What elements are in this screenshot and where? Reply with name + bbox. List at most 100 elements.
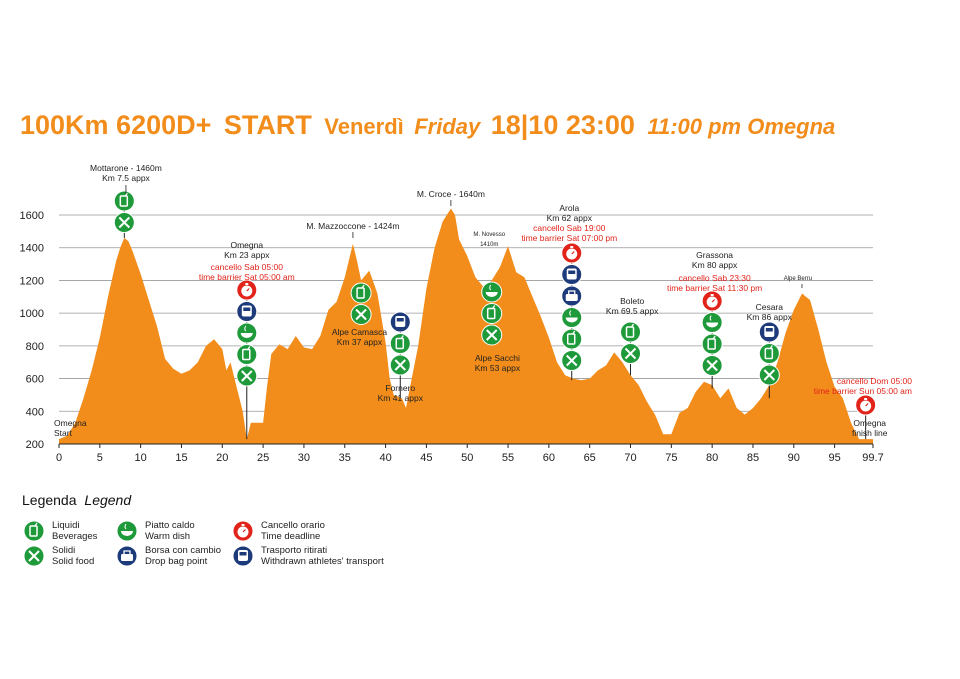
beverage-icon [758, 343, 780, 364]
bowl-shape [706, 322, 719, 328]
bus-window [568, 270, 576, 274]
solid-icon [561, 350, 583, 371]
straw-shape [34, 522, 38, 527]
x-tick-label: 35 [339, 452, 351, 464]
x-tick-label: 20 [216, 452, 228, 464]
legend-title: Legenda Legend [22, 492, 132, 508]
finish-label: finish line [852, 428, 888, 438]
y-tick-label: 1400 [20, 243, 44, 255]
beverage-icon [620, 321, 642, 343]
legend-item-label-en: Time deadline [261, 531, 320, 542]
icon-circle [481, 303, 503, 324]
cup-shape [242, 348, 251, 361]
stopwatch-hand [242, 529, 246, 533]
stopwatch-hand [571, 251, 575, 255]
title-datetime: 18|10 23:00 [491, 110, 635, 140]
station-label: Cesara [756, 302, 784, 312]
straw-shape [247, 346, 251, 350]
stopwatch-button [245, 283, 249, 285]
x-tick-label: 95 [829, 452, 841, 464]
straw-shape [712, 335, 716, 340]
stopwatch-hand [865, 403, 869, 407]
icon-circle [236, 344, 258, 365]
x-axis-ticks: 0 5 10 15 20 25 30 35 40 45 50 55 60 65 70 75 80 85 90 95 99… [56, 444, 884, 464]
straw-shape [572, 330, 576, 335]
bag-handle [123, 550, 131, 554]
warm-icon [236, 322, 258, 344]
start-label: Start [54, 428, 73, 438]
legend-item-label-it: Cancello orario [261, 520, 325, 531]
legend-title-it: Legenda [22, 492, 77, 508]
stopwatch-button [864, 398, 868, 400]
beverage-icon [23, 520, 45, 542]
solid-icon [389, 354, 411, 376]
station-label: Km 53 appx [475, 363, 521, 373]
x-tick-label: 70 [624, 452, 636, 464]
warm-icon [701, 312, 723, 333]
x-tick-label: 40 [379, 452, 391, 464]
start-label: Omegna [54, 418, 87, 428]
icon-circle [389, 333, 411, 354]
peak-label: M. Novesso [473, 232, 505, 238]
clock-icon [701, 290, 723, 312]
bus-window [765, 328, 773, 332]
station-label: Omegna [230, 240, 263, 250]
x-tick-label: 55 [502, 452, 514, 464]
knife-shape [241, 370, 253, 382]
station-label: Km 23 appx [224, 250, 270, 260]
y-tick-label: 200 [26, 439, 44, 451]
y-tick-label: 1600 [20, 210, 44, 222]
stopwatch-button [241, 524, 245, 526]
x-tick-label: 0 [56, 452, 62, 464]
knife-shape [763, 369, 776, 381]
clock-icon [236, 279, 258, 301]
station-label: Grassona [696, 250, 733, 260]
legend-item-label-it: Solidi [52, 545, 75, 556]
solid-icon [23, 545, 45, 567]
beverage-icon [350, 282, 372, 304]
title-day-it: Venerdì [324, 114, 403, 139]
legend-item-label-it: Liquidi [52, 520, 79, 531]
bus-window [239, 552, 247, 556]
beverage-icon [481, 303, 503, 324]
x-tick-label: 80 [706, 452, 718, 464]
peak-label: M. Croce - 1640m [417, 189, 485, 199]
bus-icon [232, 545, 254, 567]
bowl-shape [565, 317, 578, 323]
straw-shape [361, 284, 365, 289]
peak-label: Alpe Berru [784, 276, 812, 282]
beverage-icon [561, 328, 583, 350]
x-tick-label: 85 [747, 452, 759, 464]
straw-shape [400, 335, 404, 339]
warm-icon [481, 281, 503, 303]
y-tick-label: 1000 [20, 308, 44, 320]
legend-item-label-en: Drop bag point [145, 556, 208, 567]
chart-title: 100Km 6200D+ START Venerdì Friday 18|10 … [20, 110, 835, 140]
bowl-shape [485, 292, 498, 297]
station-label: Km 80 appx [692, 260, 738, 270]
legend-item-label-en: Withdrawn athletes' transport [261, 556, 384, 567]
station-label: Arola [559, 203, 579, 213]
station-label: Fornero [385, 383, 415, 393]
title-day-en: Friday [414, 114, 482, 139]
cup-shape [119, 195, 129, 207]
cup-shape [625, 326, 635, 338]
x-tick-label: 10 [135, 452, 147, 464]
bag-icon [561, 285, 583, 307]
x-tick-label: 25 [257, 452, 269, 464]
time-barrier-label: cancello Sab 23:30 [678, 273, 751, 283]
cup-shape [395, 337, 405, 350]
finish-label: Omegna [853, 418, 886, 428]
steam-shape [489, 284, 492, 291]
clock-icon [232, 520, 254, 542]
steam-shape [244, 325, 247, 332]
warm-icon [561, 307, 583, 328]
icon-circle [23, 520, 45, 542]
elevation-area [59, 208, 873, 444]
peak-label: Km 7.5 appx [102, 173, 150, 183]
solid-icon [701, 355, 723, 376]
knife-shape [486, 329, 498, 341]
x-tick-label: 65 [584, 452, 596, 464]
x-tick-label: 5 [97, 452, 103, 464]
